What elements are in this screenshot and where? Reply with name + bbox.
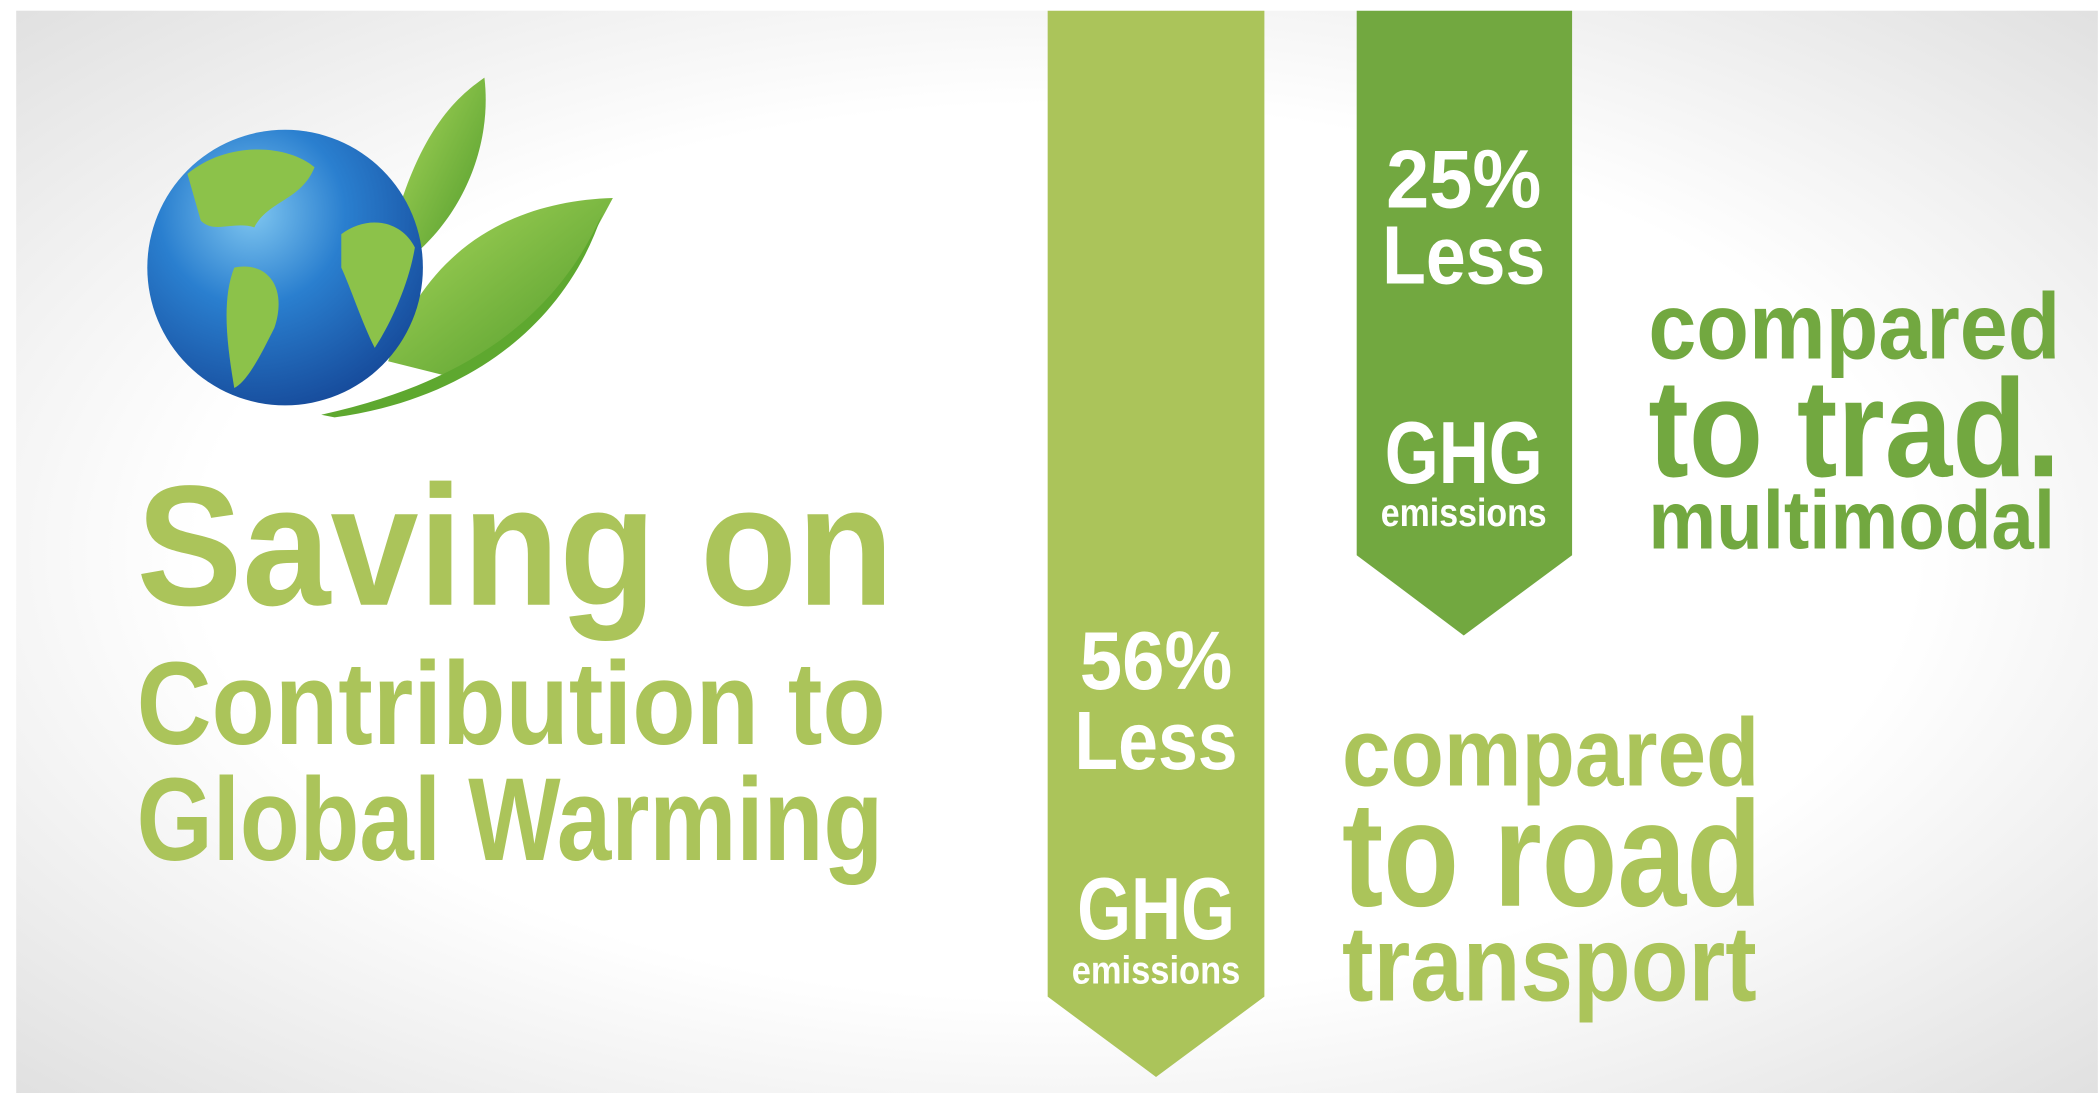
banner-emissions: emissions [1072,949,1241,992]
banner-emissions: emissions [1381,492,1547,535]
title-line: Global Warming [137,753,884,885]
banner-percent: 56% [1080,614,1233,707]
title-line: Saving on [137,451,894,642]
banner-ghg: GHG [1077,859,1235,958]
comparison-line: multimodal [1648,474,2055,567]
banner-less: Less [1382,209,1545,302]
comparison-line: transport [1342,904,1757,1024]
infographic: Saving on Contribution to Global Warming… [0,0,2098,1093]
page: Saving on Contribution to Global Warming… [0,0,2098,1093]
title-line: Contribution to [137,637,886,769]
banner [1357,11,1572,636]
banner-ghg: GHG [1385,403,1543,502]
banner-less: Less [1074,694,1237,787]
